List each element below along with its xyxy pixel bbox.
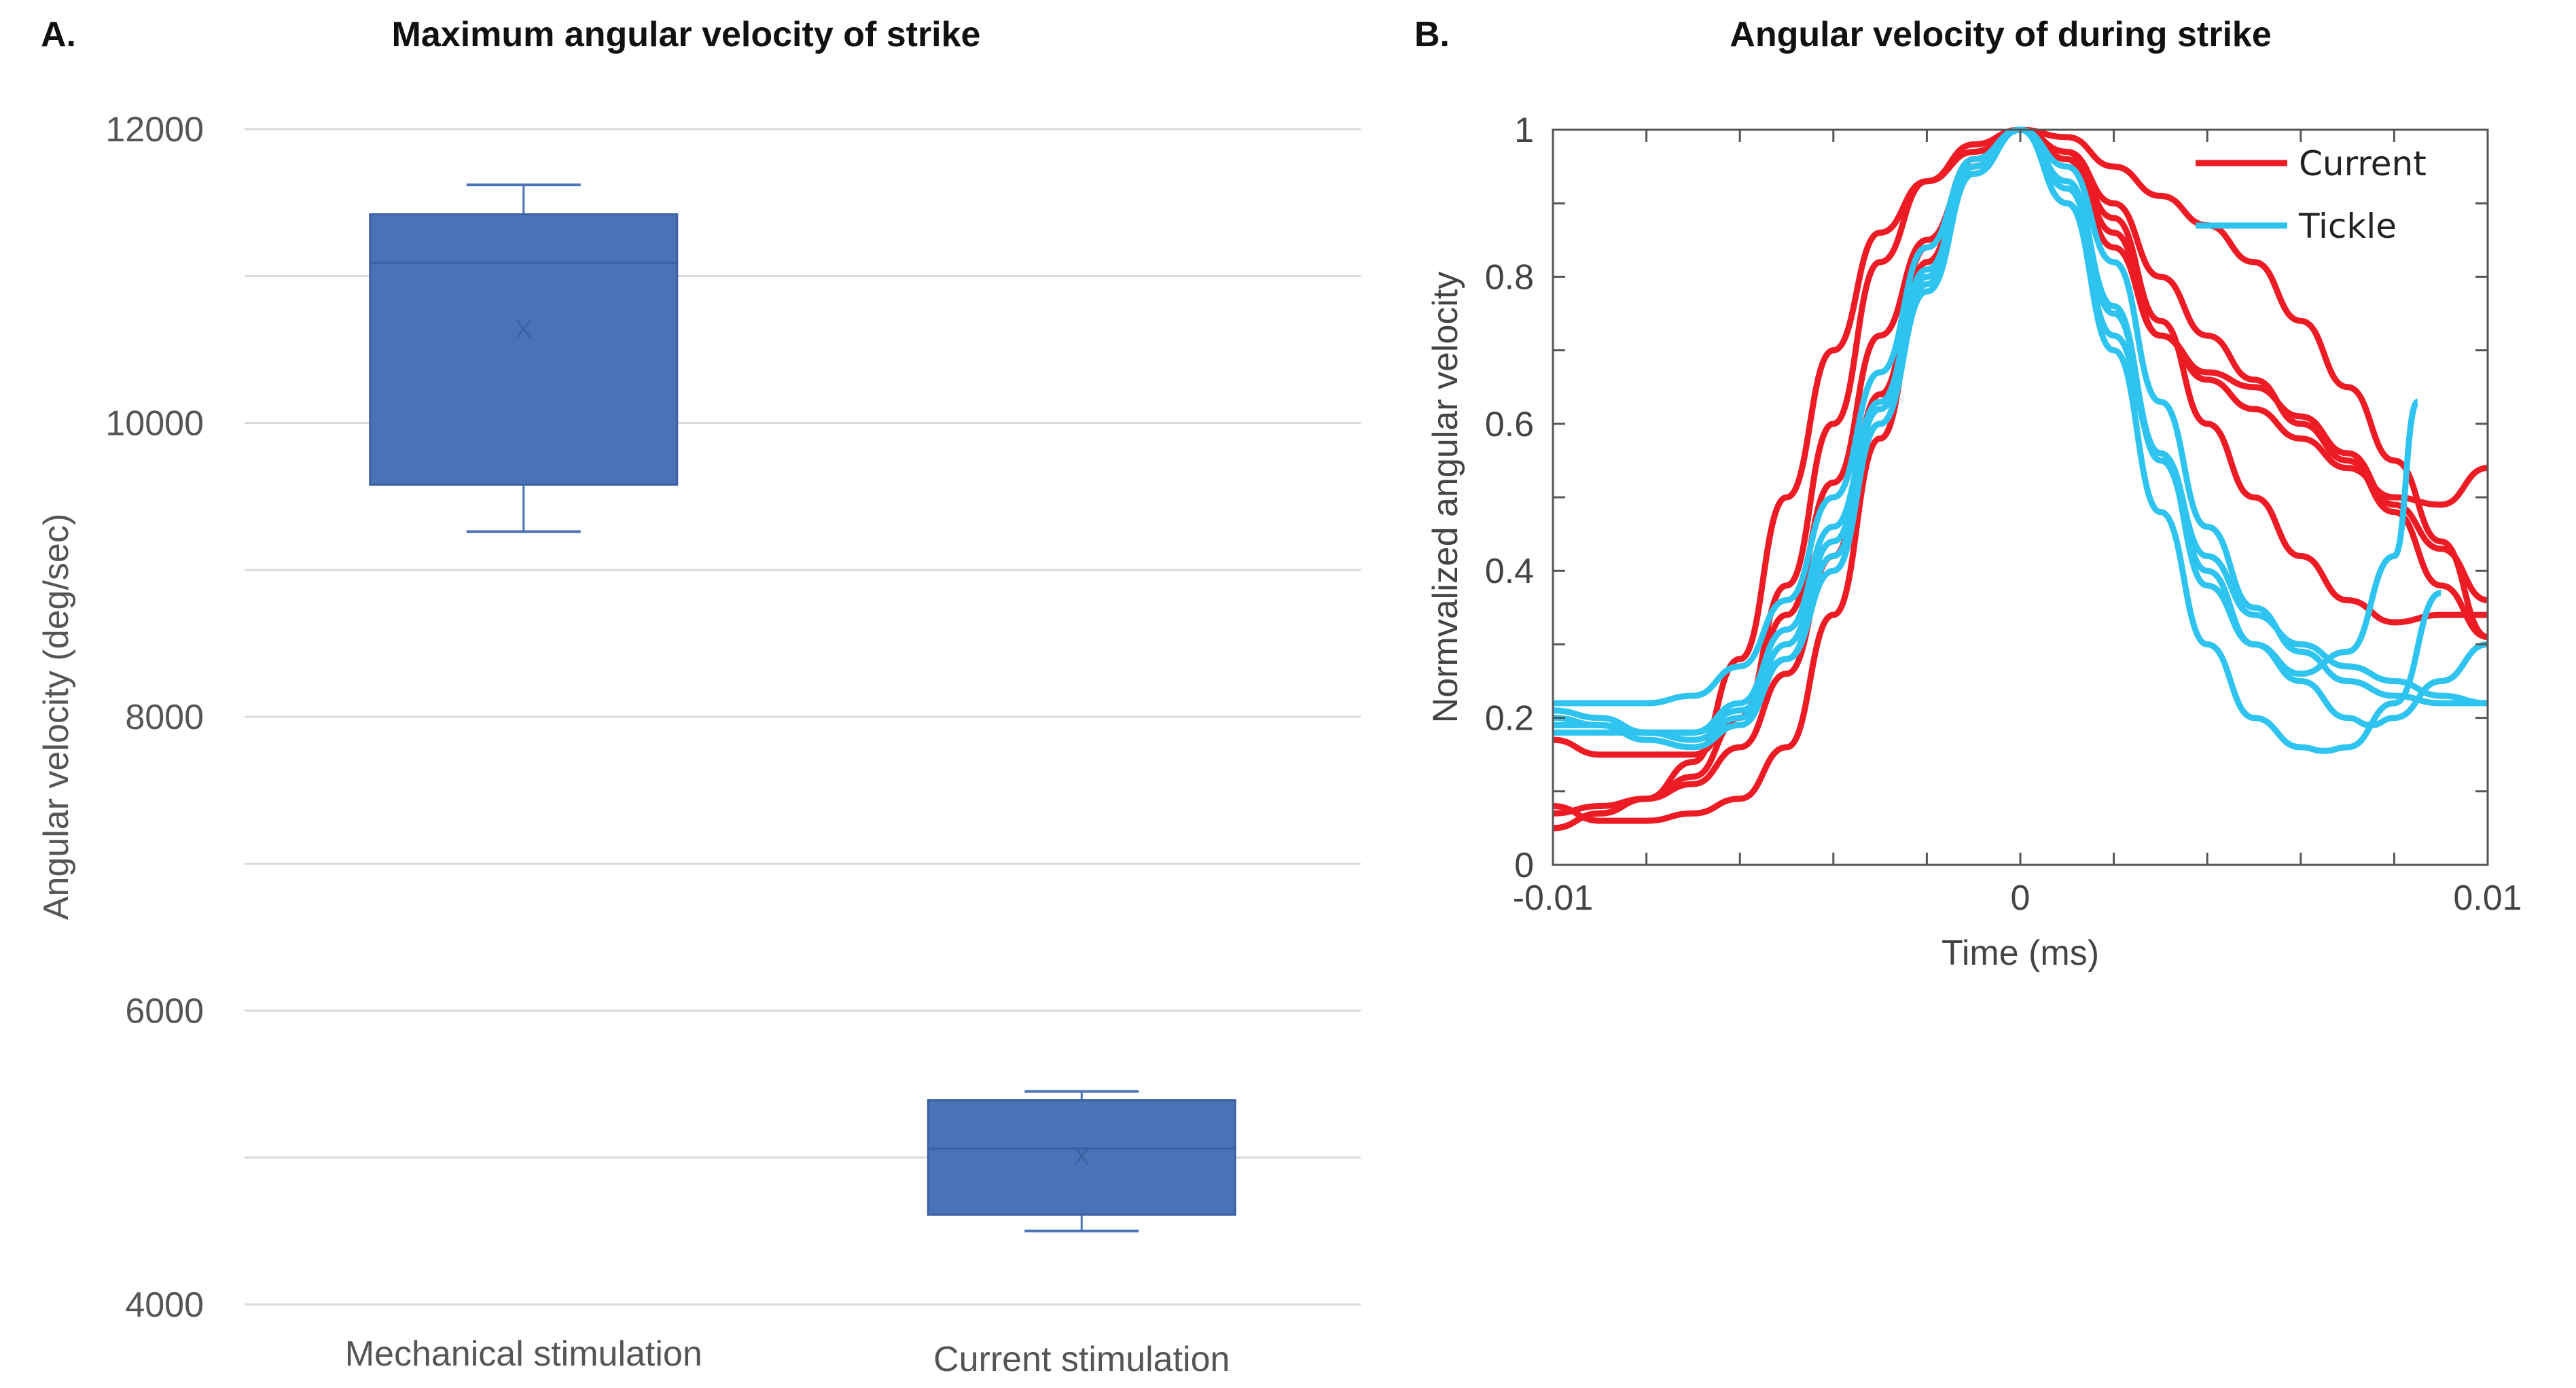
panel-b-title: Angular velocity of during strike: [1730, 15, 2271, 54]
y-tick-label: 0.6: [1485, 405, 1534, 444]
legend-item-tickle: Tickle: [2196, 207, 2397, 246]
panel-b-y-axis-label: Normvalized angular velocity: [1426, 272, 1465, 724]
y-tick-label: 0: [1514, 846, 1534, 885]
y-tick-label: 8000: [125, 698, 204, 737]
iqr-box: [927, 1099, 1236, 1216]
legend-label: Current: [2299, 144, 2427, 183]
category-label: Current stimulation: [933, 1340, 1230, 1379]
category-label: Mechanical stimulation: [345, 1334, 702, 1374]
panel-a-y-tick-labels: 4000 6000 8000 10000 12000: [105, 110, 204, 1325]
y-tick-label: 0.2: [1485, 699, 1534, 739]
x-tick-label: 0: [2011, 878, 2031, 918]
panel-a-category-labels: Mechanical stimulation Current stimulatio…: [345, 1334, 1230, 1379]
panel-a-y-axis-label: Angular velocity (deg/sec): [37, 514, 76, 920]
x-tick-label: -0.01: [1513, 878, 1594, 918]
panel-b-legend: Current Tickle: [2196, 144, 2427, 246]
legend-label: Tickle: [2298, 207, 2397, 246]
mean-marker: [516, 319, 531, 338]
panel-a-box-plot: A. Maximum angular velocity of strike An…: [37, 15, 1361, 1379]
legend-item-current: Current: [2196, 144, 2427, 183]
mean-marker: [1074, 1146, 1090, 1166]
y-tick-label: 10000: [105, 404, 204, 444]
y-tick-label: 0.8: [1485, 257, 1534, 297]
panel-b-x-axis-label: Time (ms): [1942, 933, 2099, 973]
panel-a-title: Maximum angular velocity of strike: [392, 15, 981, 54]
box-current: [927, 1090, 1236, 1232]
y-tick-label: 6000: [125, 992, 204, 1031]
panel-b-letter: B.: [1414, 15, 1450, 54]
y-tick-label: 12000: [105, 110, 204, 149]
y-tick-label: 0.4: [1485, 552, 1534, 591]
iqr-box: [369, 213, 679, 486]
panel-b-line-plot: B. Angular velocity of during strike Nor…: [1414, 15, 2522, 973]
y-tick-label: 4000: [125, 1285, 204, 1325]
y-tick-label: 1: [1514, 111, 1534, 150]
x-tick-label: 0.01: [2453, 878, 2522, 918]
panel-a-boxes: [369, 183, 1236, 1232]
box-mechanical: [369, 183, 679, 533]
panel-a-letter: A.: [41, 15, 76, 54]
